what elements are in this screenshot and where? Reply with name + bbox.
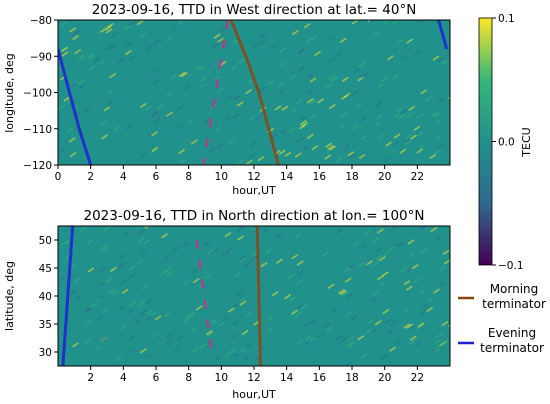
legend: Morning terminator Evening terminator: [458, 282, 546, 355]
bottom-x-tick-label: 14: [280, 372, 294, 384]
bottom-x-tick-label: 4: [120, 372, 127, 384]
bottom-x-tick-label: 20: [378, 372, 391, 384]
top-heatmap-texture: [58, 20, 450, 165]
bottom-evening-terminator-line-1: [61, 226, 75, 366]
top-y-axis-label: longitude, deg: [3, 53, 16, 133]
bottom-y-tick-label: 35: [39, 319, 52, 331]
top-x-tick-label: 16: [313, 171, 327, 183]
top-evening-terminator-line-2: [437, 20, 449, 50]
bottom-x-tick-label: 2: [87, 372, 94, 384]
bottom-x-tick-label: 10: [215, 372, 228, 384]
top-x-tick-label: 14: [280, 171, 294, 183]
top-x-tick-label: 18: [345, 171, 358, 183]
top-x-tick-label: 2: [87, 171, 94, 183]
legend-evening-line1: Evening: [488, 326, 536, 340]
top-x-tick-label: 20: [378, 171, 391, 183]
colorbar-gradient: [478, 17, 493, 266]
legend-morning-line1: Morning: [490, 282, 539, 296]
bottom-y-tick-label: 30: [39, 347, 52, 359]
bottom-x-tick-label: 12: [247, 372, 260, 384]
bottom-heatmap-background: [58, 226, 450, 366]
bottom-x-tick-label: 22: [411, 372, 424, 384]
bottom-y-tick-label: 50: [39, 235, 52, 247]
top-y-tick-label: −110: [23, 124, 52, 136]
top-y-tick-label: −80: [30, 15, 52, 27]
bottom-x-axis-label: hour,UT: [232, 388, 276, 401]
top-x-tick-label: 0: [55, 171, 62, 183]
bottom-x-tick-label: 16: [313, 372, 327, 384]
bottom-heatmap: [58, 226, 450, 366]
top-y-tick-label: −90: [30, 51, 52, 63]
bottom-panel: 2023-09-16, TTD in North direction at lo…: [3, 208, 451, 401]
bottom-y-axis-label: latitude, deg: [3, 261, 16, 331]
top-chart-title: 2023-09-16, TTD in West direction at lat…: [92, 2, 417, 18]
bottom-y-tick-label: 40: [39, 291, 52, 303]
bottom-x-tick-label: 6: [153, 372, 160, 384]
top-x-tick-label: 4: [120, 171, 127, 183]
top-heatmap: [58, 20, 450, 165]
top-evening-terminator-line-1: [58, 48, 93, 165]
colorbar-label: TECU: [520, 127, 533, 157]
top-panel: 2023-09-16, TTD in West direction at lat…: [3, 2, 451, 197]
legend-evening-line2: terminator: [480, 341, 544, 355]
top-x-tick-label: 22: [411, 171, 424, 183]
top-x-tick-label: 10: [215, 171, 228, 183]
top-morning-terminator-line-0: [229, 20, 280, 165]
top-y-tick-label: −100: [23, 88, 52, 100]
colorbar: 0.1 0.0 −0.1 TECU: [478, 13, 533, 272]
top-dashed-segment: [202, 20, 229, 165]
top-x-tick-label: 12: [247, 171, 260, 183]
bottom-morning-terminator-line-0: [255, 226, 263, 366]
bottom-y-tick-label: 45: [39, 263, 52, 275]
top-x-tick-label: 6: [153, 171, 160, 183]
top-heatmap-background: [58, 20, 450, 165]
top-y-tick-label: −120: [23, 160, 52, 172]
colorbar-tick-label: 0.1: [498, 13, 515, 25]
bottom-chart-title: 2023-09-16, TTD in North direction at lo…: [83, 208, 424, 224]
bottom-heatmap-texture: [58, 226, 450, 366]
colorbar-tick-label: 0.0: [498, 137, 515, 149]
bottom-x-tick-label: 18: [345, 372, 358, 384]
bottom-x-tick-label: 8: [185, 372, 192, 384]
colorbar-tick-label: −0.1: [498, 260, 524, 272]
top-x-tick-label: 8: [185, 171, 192, 183]
top-x-axis-label: hour,UT: [232, 184, 276, 197]
legend-morning-line2: terminator: [482, 297, 546, 311]
